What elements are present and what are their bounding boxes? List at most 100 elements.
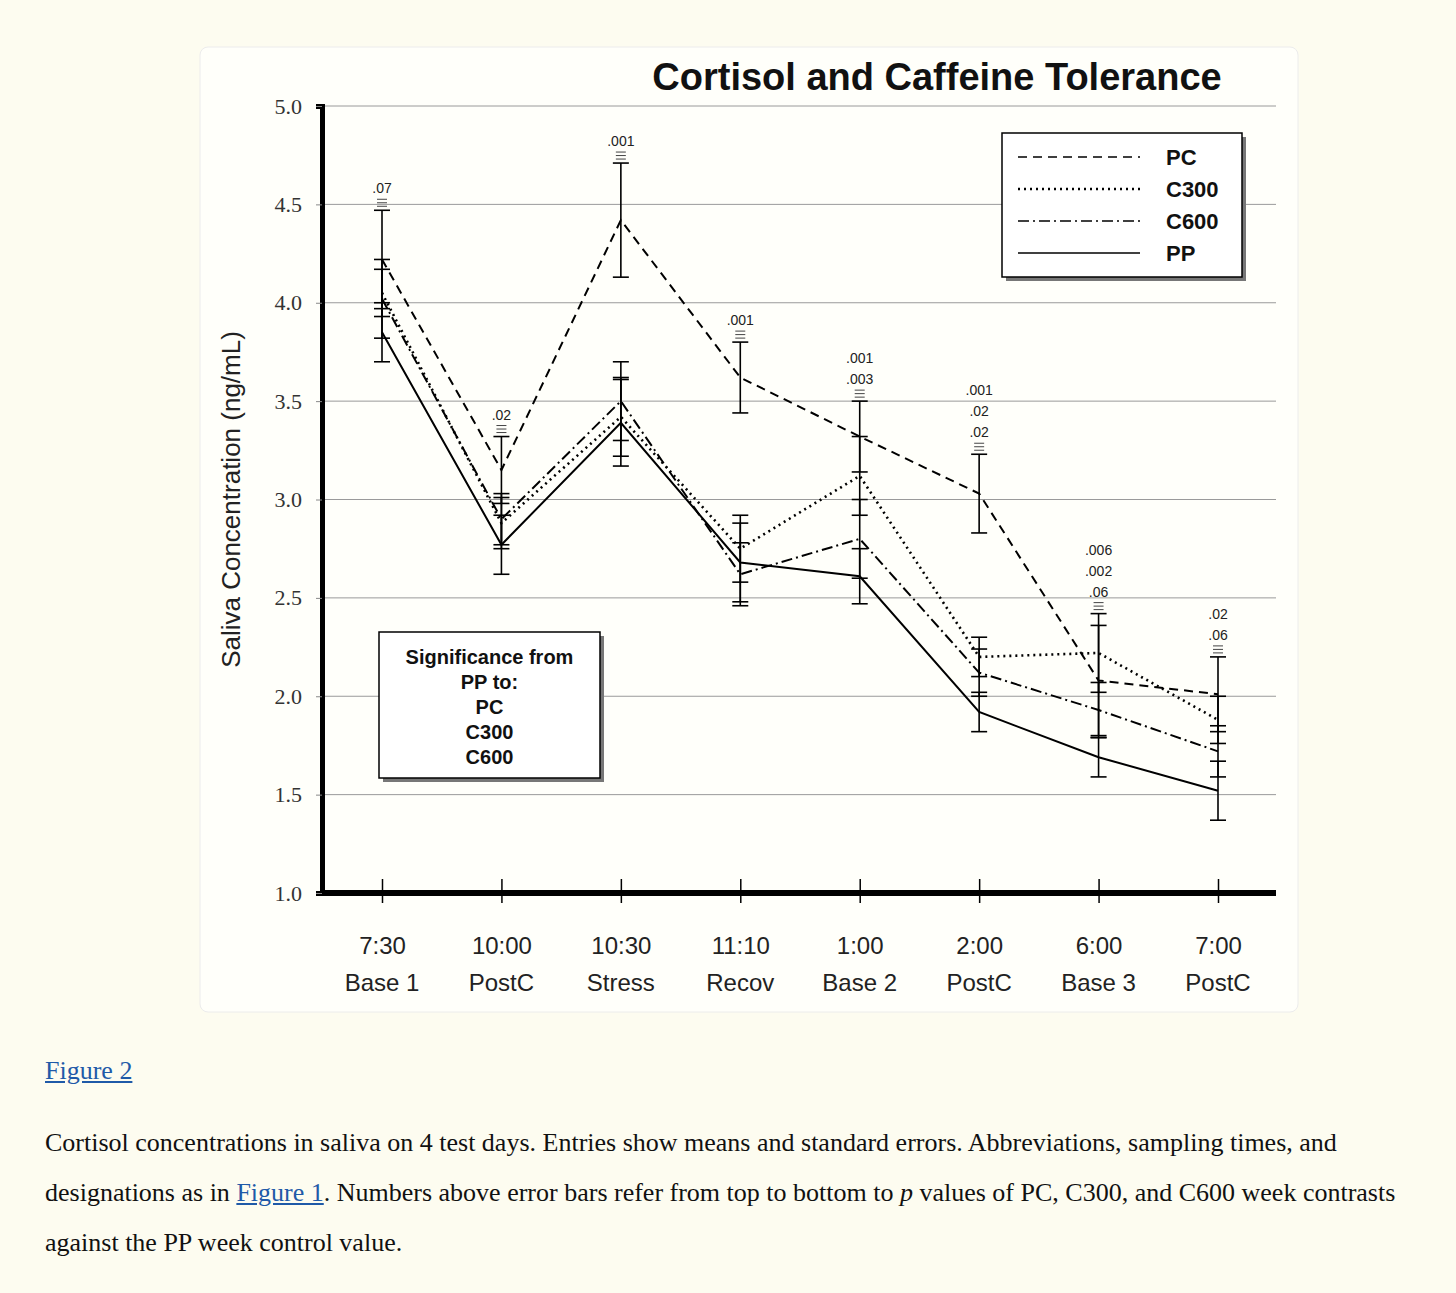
error-bar-cap <box>971 636 987 638</box>
error-bar-cap <box>1210 760 1226 762</box>
caption-text: p <box>900 1178 913 1207</box>
p-marker <box>1213 649 1223 650</box>
legend-swatch <box>1018 156 1140 158</box>
x-tick-label: 2:00 <box>956 932 1003 959</box>
x-tick-label: 7:00 <box>1195 932 1242 959</box>
error-bar-cap <box>613 379 629 381</box>
x-tick-mark <box>1098 879 1100 903</box>
x-tick-label: 7:30 <box>359 932 406 959</box>
x-phase-label: Stress <box>587 969 655 996</box>
x-tick: 10:30 <box>591 879 651 959</box>
figure-label[interactable]: Figure 2 <box>45 1056 132 1086</box>
series-line <box>382 299 1218 752</box>
error-bar-cap <box>732 522 748 524</box>
p-marker <box>616 152 626 153</box>
x-tick-mark <box>501 879 503 903</box>
y-axis: 1.01.52.02.53.03.54.04.55.0 <box>275 94 323 906</box>
x-phase-label: PostC <box>469 969 534 996</box>
y-tick-label: 3.0 <box>275 487 303 512</box>
y-tick-mark <box>316 303 322 304</box>
p-marker <box>974 450 984 451</box>
y-tick-label: 3.5 <box>275 389 303 414</box>
error-bar-cap <box>493 493 509 495</box>
y-tick: 3.0 <box>275 487 323 512</box>
p-marker <box>377 199 387 200</box>
error-bar-stem <box>739 342 741 413</box>
y-tick-mark <box>316 401 322 402</box>
series-line <box>382 332 1218 790</box>
x-tick: 6:00 <box>1076 879 1123 959</box>
p-value: .002 <box>1085 563 1112 579</box>
p-marker <box>496 429 506 430</box>
error-bar-cap <box>1210 725 1226 727</box>
x-tick-label: 10:30 <box>591 932 651 959</box>
p-marker <box>735 331 745 332</box>
y-tick: 1.5 <box>275 782 323 807</box>
p-value: .07 <box>372 180 392 196</box>
p-marker <box>735 338 745 339</box>
error-bar-cap <box>493 573 509 575</box>
x-tick-mark <box>621 879 623 903</box>
legend-label: PP <box>1166 241 1195 266</box>
caption-text: . Numbers above error bars refer from to… <box>324 1178 900 1207</box>
y-axis-line <box>316 107 323 894</box>
significance-text: PC <box>476 696 504 718</box>
x-tick-mark <box>859 879 861 903</box>
y-axis-title: Saliva Concentration (ng/mL) <box>216 331 246 668</box>
p-marker <box>735 334 745 335</box>
x-tick-mark <box>979 879 981 903</box>
p-value: .02 <box>969 403 989 419</box>
x-tick-label: 1:00 <box>837 932 884 959</box>
error-bar-cap <box>852 548 868 550</box>
error-bar-cap <box>732 412 748 414</box>
error-bar-cap <box>1091 613 1107 615</box>
error-bar-cap <box>971 453 987 455</box>
error-bar-cap <box>1091 737 1107 739</box>
p-value: .06 <box>1089 584 1109 600</box>
significance-text: PP to: <box>461 671 518 693</box>
y-tick-label: 1.5 <box>275 782 303 807</box>
p-marker <box>616 155 626 156</box>
y-tick-mark <box>316 795 322 796</box>
p-value: .06 <box>1208 627 1228 643</box>
p-value: .001 <box>607 133 634 149</box>
x-phase-label: Recov <box>706 969 774 996</box>
x-phase-label: Base 1 <box>345 969 420 996</box>
x-phase-labels: Base 1PostCStressRecovBase 2PostCBase 3P… <box>345 969 1251 996</box>
error-bar <box>732 342 748 413</box>
x-tick-mark <box>382 879 384 903</box>
title: Cortisol and Caffeine Tolerance <box>652 56 1221 98</box>
error-bars <box>374 269 1226 743</box>
y-tick-mark <box>316 106 322 107</box>
error-bar-cap <box>852 499 868 501</box>
error-bar-cap <box>374 302 390 304</box>
p-marker <box>496 425 506 426</box>
legend: PCC300C600PP <box>1002 133 1246 281</box>
y-tick: 4.0 <box>275 290 323 315</box>
p-value: .02 <box>1208 606 1228 622</box>
error-bar-cap <box>971 532 987 534</box>
grid-line <box>322 499 1276 500</box>
p-marker <box>855 390 865 391</box>
error-bar-cap <box>1210 819 1226 821</box>
grid-line <box>322 597 1276 598</box>
legend-label: C300 <box>1166 177 1219 202</box>
x-phase-label: Base 2 <box>822 969 897 996</box>
series-line <box>382 293 1218 720</box>
error-bar-cap <box>1091 776 1107 778</box>
y-tick-mark <box>316 500 322 501</box>
x-tick-mark <box>740 879 742 903</box>
p-marker <box>974 446 984 447</box>
x-axis: 7:3010:0010:3011:101:002:006:007:00 <box>322 879 1276 959</box>
y-tick-mark <box>316 893 322 894</box>
p-marker <box>1213 645 1223 646</box>
grid-line <box>322 106 1276 107</box>
grid-line <box>322 794 1276 795</box>
error-bar-cap <box>1210 656 1226 658</box>
p-value: .006 <box>1085 542 1112 558</box>
caption-link[interactable]: Figure 1 <box>236 1178 323 1207</box>
y-tick-mark <box>316 598 322 599</box>
error-bar-cap <box>613 361 629 363</box>
p-marker <box>855 397 865 398</box>
y-tick-mark <box>316 696 322 697</box>
